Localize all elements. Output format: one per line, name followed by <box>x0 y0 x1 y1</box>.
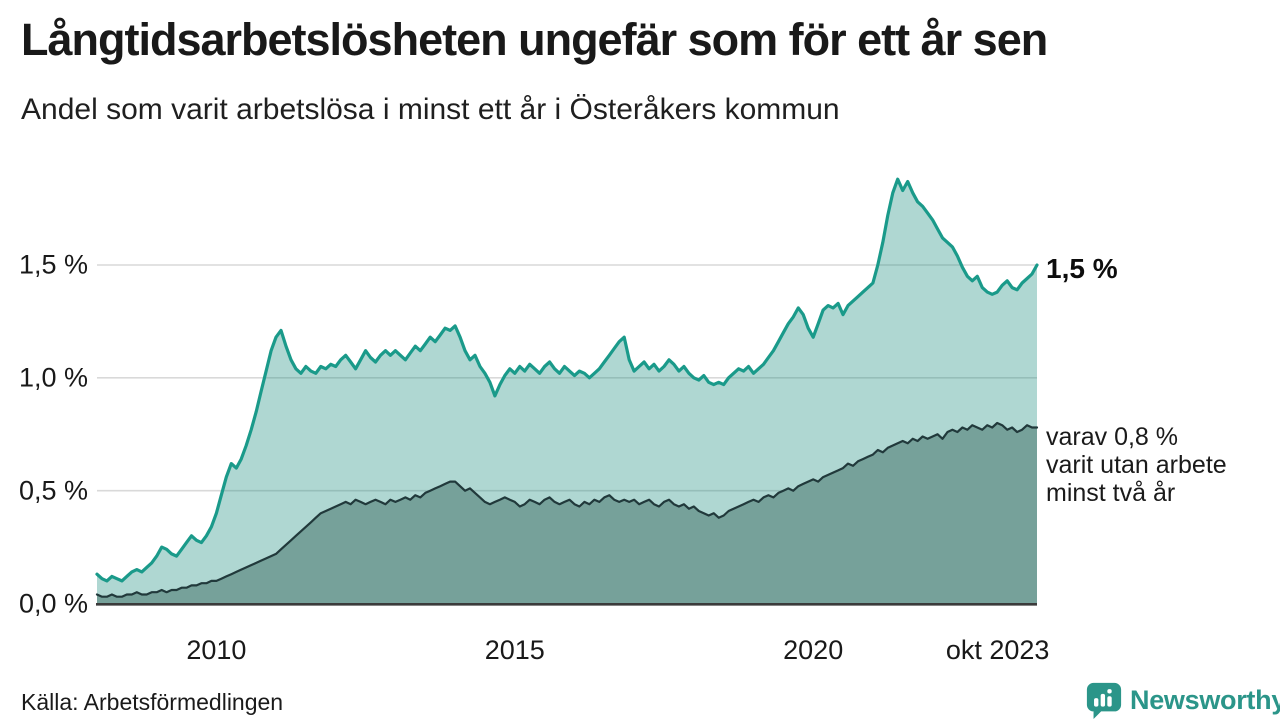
y-tick-label: 0,5 % <box>18 475 88 506</box>
brand-logo: Newsworthy <box>1085 680 1280 720</box>
page-title: Långtidsarbetslösheten ungefär som för e… <box>21 14 1048 65</box>
area-unemployed-2yr <box>97 423 1037 604</box>
x-tick-label: 2020 <box>783 635 844 665</box>
latest-value-label: 1,5 % <box>1046 253 1118 284</box>
page-subtitle: Andel som varit arbetslösa i minst ett å… <box>21 93 840 126</box>
x-tick-label: okt 2023 <box>945 635 1050 665</box>
brand-wordmark: Newsworthy <box>1130 685 1280 715</box>
y-tick-label: 0,0 % <box>18 588 88 618</box>
y-tick-label: 1,0 % <box>18 362 88 393</box>
source-credit: Källa: Arbetsförmedlingen <box>21 689 284 715</box>
newsworthy-speech-bubble-bar-chart-icon <box>1086 682 1122 719</box>
series2-annotation: varav 0,8 % varit utan arbete minst två … <box>1046 423 1227 507</box>
y-tick-label: 1,5 % <box>18 249 88 280</box>
x-tick-label: 2010 <box>186 635 247 665</box>
x-tick-label: 2015 <box>484 635 545 665</box>
line-unemployed-2yr <box>95 421 1039 598</box>
line-unemployed-1yr <box>95 177 1039 583</box>
